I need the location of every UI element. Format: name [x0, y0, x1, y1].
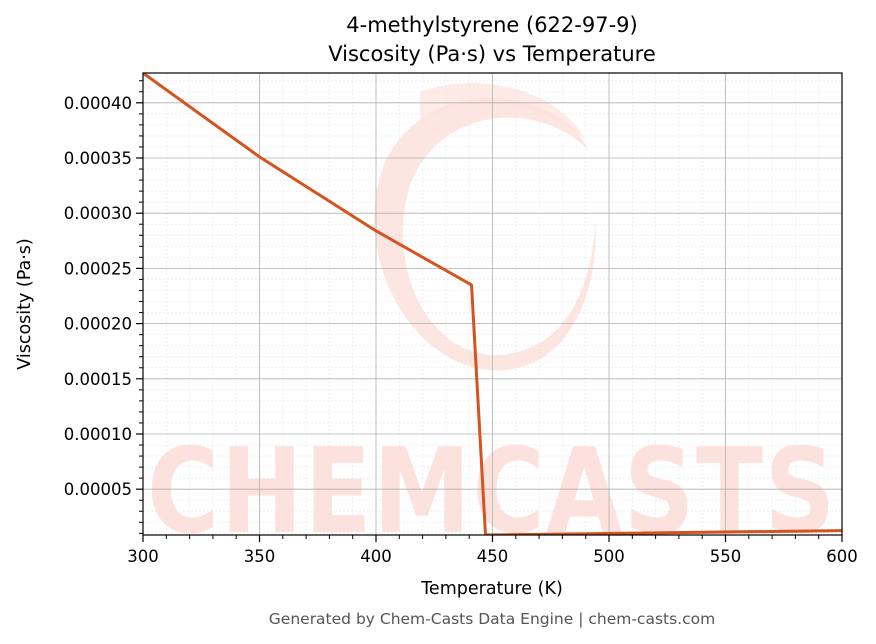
x-tick-label: 500 [593, 547, 625, 566]
x-tick-label: 450 [477, 547, 509, 566]
x-tick-label: 550 [710, 547, 742, 566]
chart-title-line1: 4-methylstyrene (622-97-9) [346, 13, 637, 37]
y-tick-label: 0.00035 [64, 149, 132, 168]
y-tick-labels: 0.00005 0.00010 0.00015 0.00020 0.00025 0.000… [64, 94, 132, 499]
y-tick-label: 0.00010 [64, 425, 132, 444]
x-tick-labels: 300 350 400 450 500 550 600 [127, 547, 858, 566]
y-tick-label: 0.00015 [64, 370, 132, 389]
y-axis-label: Viscosity (Pa·s) [15, 238, 35, 369]
x-tick-label: 400 [360, 547, 392, 566]
footer-credit: Generated by Chem-Casts Data Engine | ch… [269, 610, 715, 628]
x-axis-label: Temperature (K) [420, 579, 563, 599]
x-tick-label: 300 [127, 547, 159, 566]
y-tick-label: 0.00030 [64, 204, 132, 223]
y-tick-label: 0.00020 [64, 315, 132, 334]
chart-title-line2: Viscosity (Pa·s) vs Temperature [328, 42, 656, 66]
x-tick-label: 350 [244, 547, 276, 566]
y-tick-label: 0.00025 [64, 259, 132, 278]
x-tick-label: 600 [826, 547, 858, 566]
y-tick-label: 0.00005 [64, 480, 132, 499]
y-tick-label: 0.00040 [64, 94, 132, 113]
